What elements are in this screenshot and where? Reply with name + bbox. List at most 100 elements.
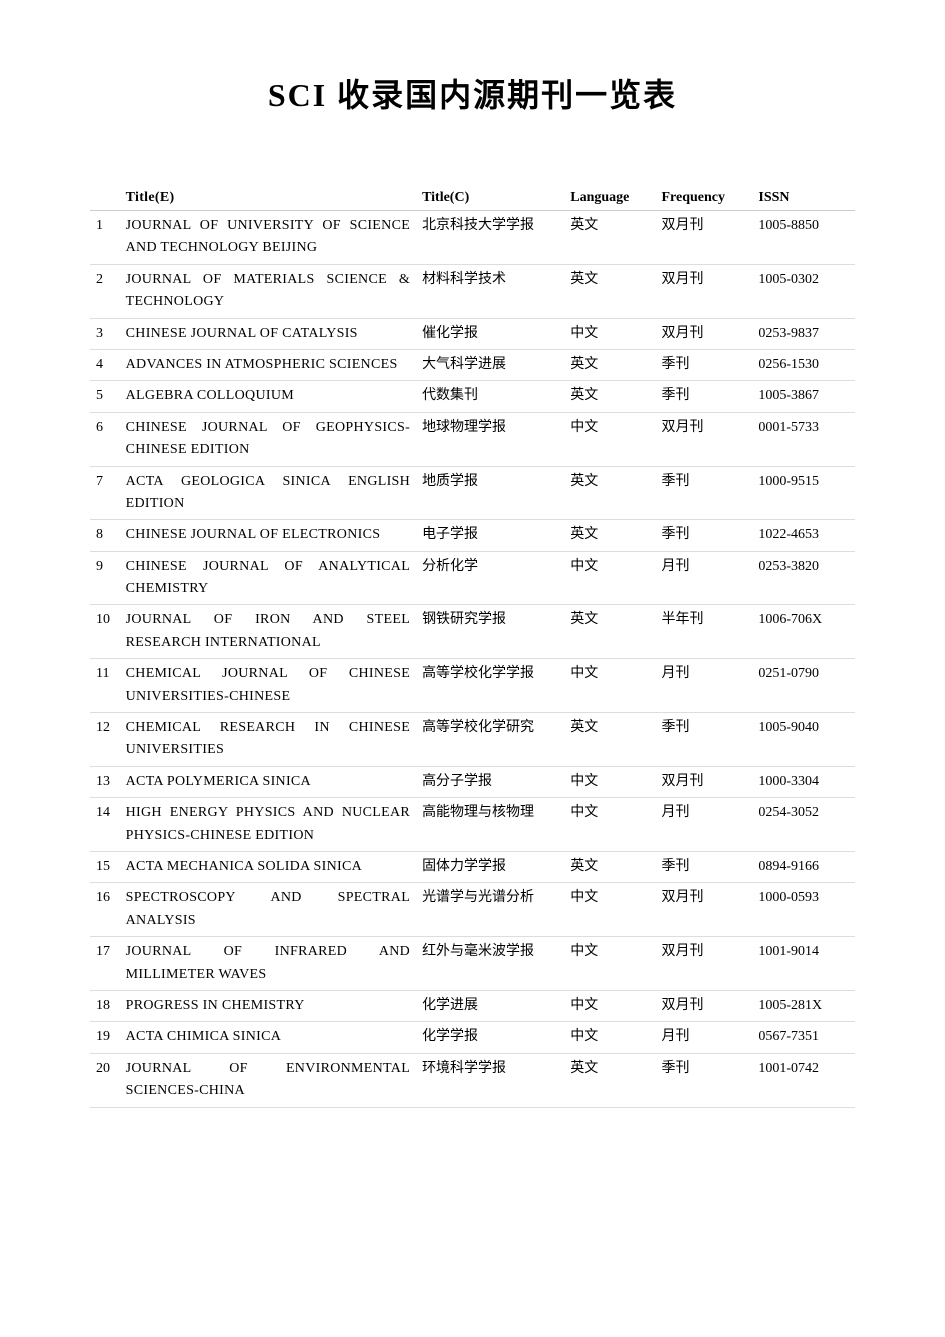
row-title-e: ADVANCES IN ATMOSPHERIC SCIENCES (120, 349, 416, 380)
page-title: SCI 收录国内源期刊一览表 (90, 70, 855, 116)
row-issn: 1005-0302 (752, 264, 855, 318)
header-num (90, 186, 120, 211)
table-row: 14HIGH ENERGY PHYSICS AND NUCLEAR PHYSIC… (90, 798, 855, 852)
title-rest: 收录国内源期刊一览表 (327, 77, 677, 113)
row-title-c: 地质学报 (416, 466, 564, 520)
row-title-c: 材料科学技术 (416, 264, 564, 318)
row-number: 15 (90, 851, 120, 882)
row-title-e: CHINESE JOURNAL OF ANALYTICAL CHEMISTRY (120, 551, 416, 605)
table-row: 9CHINESE JOURNAL OF ANALYTICAL CHEMISTRY… (90, 551, 855, 605)
row-language: 中文 (564, 551, 655, 605)
row-title-e: ACTA MECHANICA SOLIDA SINICA (120, 851, 416, 882)
row-title-e: PROGRESS IN CHEMISTRY (120, 990, 416, 1021)
row-language: 英文 (564, 520, 655, 551)
row-language: 中文 (564, 1022, 655, 1053)
row-frequency: 季刊 (655, 520, 752, 551)
row-number: 19 (90, 1022, 120, 1053)
row-language: 中文 (564, 766, 655, 797)
table-row: 16SPECTROSCOPY AND SPECTRAL ANALYSIS光谱学与… (90, 883, 855, 937)
row-issn: 1005-3867 (752, 381, 855, 412)
row-title-c: 分析化学 (416, 551, 564, 605)
row-title-c: 高分子学报 (416, 766, 564, 797)
row-title-c: 地球物理学报 (416, 412, 564, 466)
header-title-c: Title(C) (416, 186, 564, 211)
header-issn: ISSN (752, 186, 855, 211)
row-title-e: CHEMICAL JOURNAL OF CHINESE UNIVERSITIES… (120, 659, 416, 713)
row-title-e: JOURNAL OF UNIVERSITY OF SCIENCE AND TEC… (120, 211, 416, 265)
row-frequency: 半年刊 (655, 605, 752, 659)
row-issn: 0251-0790 (752, 659, 855, 713)
row-issn: 0253-9837 (752, 318, 855, 349)
header-language: Language (564, 186, 655, 211)
row-number: 3 (90, 318, 120, 349)
row-frequency: 季刊 (655, 466, 752, 520)
row-frequency: 双月刊 (655, 211, 752, 265)
row-number: 14 (90, 798, 120, 852)
row-issn: 1005-9040 (752, 713, 855, 767)
table-header-row: Title(E) Title(C) Language Frequency ISS… (90, 186, 855, 211)
row-title-c: 红外与毫米波学报 (416, 937, 564, 991)
table-row: 11CHEMICAL JOURNAL OF CHINESE UNIVERSITI… (90, 659, 855, 713)
row-language: 中文 (564, 798, 655, 852)
row-title-e: JOURNAL OF MATERIALS SCIENCE & TECHNOLOG… (120, 264, 416, 318)
table-row: 1JOURNAL OF UNIVERSITY OF SCIENCE AND TE… (90, 211, 855, 265)
row-frequency: 月刊 (655, 551, 752, 605)
row-frequency: 双月刊 (655, 264, 752, 318)
row-frequency: 月刊 (655, 659, 752, 713)
row-title-c: 代数集刊 (416, 381, 564, 412)
row-language: 中文 (564, 659, 655, 713)
row-title-c: 北京科技大学学报 (416, 211, 564, 265)
row-number: 12 (90, 713, 120, 767)
row-title-e: JOURNAL OF INFRARED AND MILLIMETER WAVES (120, 937, 416, 991)
row-number: 10 (90, 605, 120, 659)
row-language: 英文 (564, 713, 655, 767)
row-frequency: 双月刊 (655, 766, 752, 797)
row-issn: 0567-7351 (752, 1022, 855, 1053)
row-title-c: 化学学报 (416, 1022, 564, 1053)
row-number: 16 (90, 883, 120, 937)
row-language: 中文 (564, 883, 655, 937)
row-title-e: CHEMICAL RESEARCH IN CHINESE UNIVERSITIE… (120, 713, 416, 767)
row-number: 11 (90, 659, 120, 713)
row-frequency: 季刊 (655, 381, 752, 412)
row-language: 中文 (564, 937, 655, 991)
table-row: 13ACTA POLYMERICA SINICA高分子学报中文双月刊1000-3… (90, 766, 855, 797)
row-title-c: 化学进展 (416, 990, 564, 1021)
row-language: 中文 (564, 412, 655, 466)
row-frequency: 季刊 (655, 851, 752, 882)
row-title-c: 电子学报 (416, 520, 564, 551)
table-row: 2JOURNAL OF MATERIALS SCIENCE & TECHNOLO… (90, 264, 855, 318)
row-title-c: 光谱学与光谱分析 (416, 883, 564, 937)
row-issn: 1001-9014 (752, 937, 855, 991)
row-title-e: JOURNAL OF IRON AND STEEL RESEARCH INTER… (120, 605, 416, 659)
row-issn: 1022-4653 (752, 520, 855, 551)
row-frequency: 双月刊 (655, 883, 752, 937)
row-title-c: 高等学校化学研究 (416, 713, 564, 767)
row-language: 英文 (564, 211, 655, 265)
row-title-e: ACTA POLYMERICA SINICA (120, 766, 416, 797)
table-row: 5ALGEBRA COLLOQUIUM代数集刊英文季刊1005-3867 (90, 381, 855, 412)
table-row: 12CHEMICAL RESEARCH IN CHINESE UNIVERSIT… (90, 713, 855, 767)
row-issn: 0256-1530 (752, 349, 855, 380)
row-number: 8 (90, 520, 120, 551)
title-prefix: SCI (268, 77, 327, 113)
row-issn: 1006-706X (752, 605, 855, 659)
row-number: 9 (90, 551, 120, 605)
row-title-c: 环境科学学报 (416, 1053, 564, 1107)
row-title-c: 高等学校化学学报 (416, 659, 564, 713)
row-title-c: 催化学报 (416, 318, 564, 349)
row-title-e: CHINESE JOURNAL OF GEOPHYSICS-CHINESE ED… (120, 412, 416, 466)
row-title-c: 固体力学学报 (416, 851, 564, 882)
table-row: 10JOURNAL OF IRON AND STEEL RESEARCH INT… (90, 605, 855, 659)
row-number: 7 (90, 466, 120, 520)
row-language: 中文 (564, 318, 655, 349)
row-frequency: 双月刊 (655, 318, 752, 349)
table-row: 20JOURNAL OF ENVIRONMENTAL SCIENCES-CHIN… (90, 1053, 855, 1107)
row-issn: 1000-0593 (752, 883, 855, 937)
row-frequency: 双月刊 (655, 412, 752, 466)
row-number: 5 (90, 381, 120, 412)
table-row: 6CHINESE JOURNAL OF GEOPHYSICS-CHINESE E… (90, 412, 855, 466)
table-row: 7ACTA GEOLOGICA SINICA ENGLISH EDITION地质… (90, 466, 855, 520)
row-number: 17 (90, 937, 120, 991)
row-issn: 0894-9166 (752, 851, 855, 882)
